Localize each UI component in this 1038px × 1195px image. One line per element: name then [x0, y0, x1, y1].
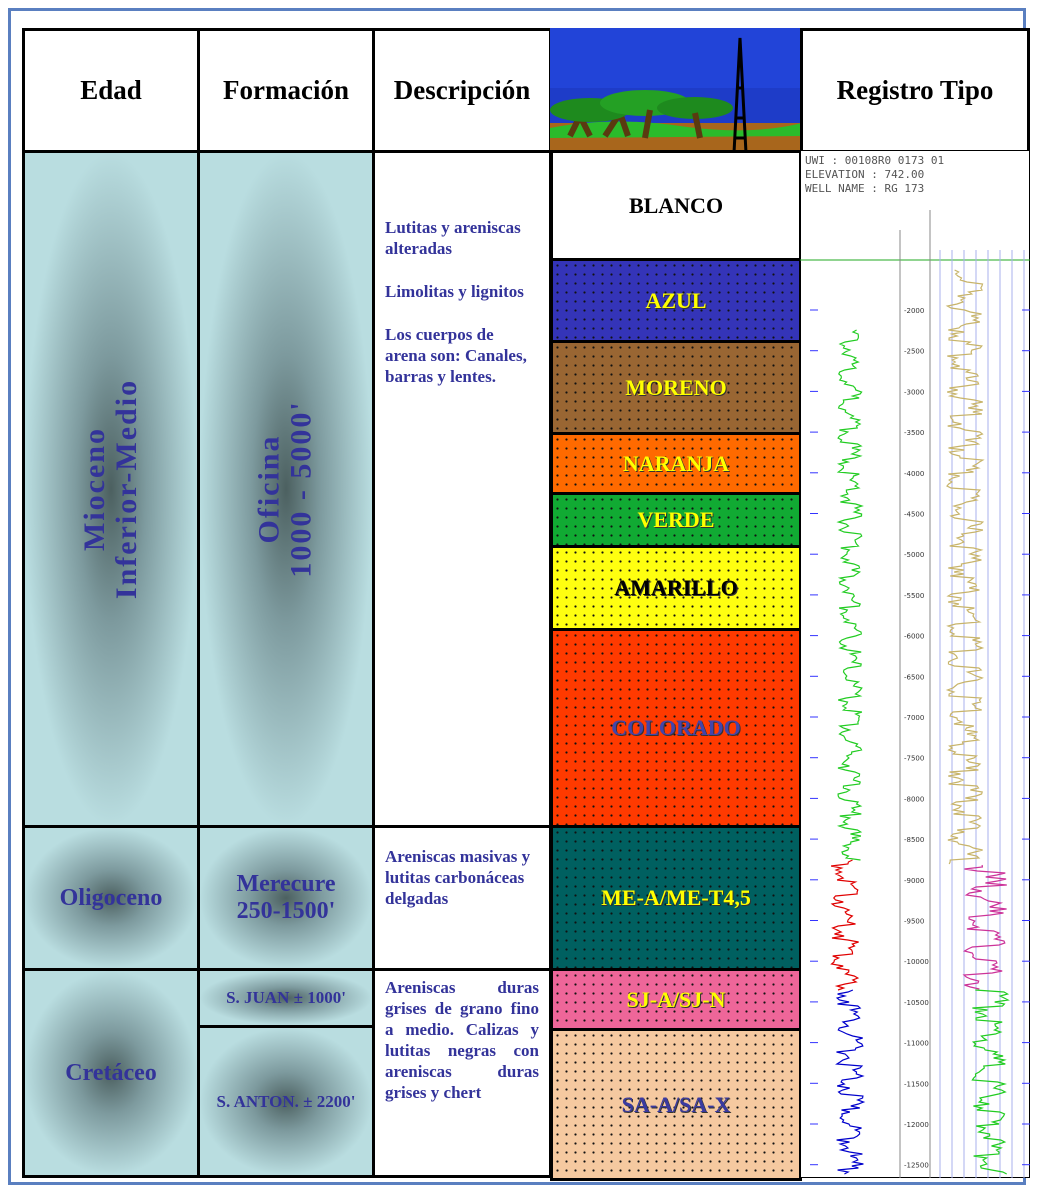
- depth-label: -4500: [904, 511, 924, 519]
- log-curve: [835, 989, 866, 1175]
- header-formation: Formación: [197, 28, 375, 153]
- formation-cell: Oficina 1000 - 5000': [197, 150, 375, 828]
- header-description: Descripción: [372, 28, 552, 153]
- description-cell: Areniscas masivas y lutitas carbonáceas …: [372, 825, 552, 971]
- formation-cell: Merecure 250-1500': [197, 825, 375, 971]
- depth-label: -6500: [904, 673, 924, 681]
- depth-label: -3000: [904, 388, 924, 396]
- description-text: Areniscas duras grises de grano fino a m…: [385, 978, 539, 1102]
- unit: NARANJA: [550, 432, 802, 495]
- depth-label: -9500: [904, 918, 924, 926]
- description-text: Areniscas masivas y lutitas carbonáceas …: [385, 847, 531, 908]
- description-text: Lutitas y areniscas alteradas: [385, 218, 521, 258]
- description-cell: Areniscas duras grises de grano fino a m…: [372, 968, 552, 1178]
- age-label: Mioceno: [78, 427, 112, 551]
- formation-label: Merecure: [236, 871, 336, 897]
- header-log: Registro Tipo: [800, 28, 1030, 153]
- description-text: Limolitas y lignitos: [385, 282, 524, 301]
- unit: AMARILLO: [550, 545, 802, 631]
- unit: SA-A/SA-X: [550, 1028, 802, 1181]
- depth-label: -11500: [904, 1080, 929, 1088]
- age-cell: Oligoceno: [22, 825, 200, 971]
- depth-label: -3500: [904, 429, 924, 437]
- log-curve: [830, 859, 860, 991]
- depth-label: -8000: [904, 795, 924, 803]
- depth-label: -4000: [904, 470, 924, 478]
- age-cell: Mioceno Inferior-Medio: [22, 150, 200, 828]
- unit: ME-A/ME-T4,5: [550, 825, 802, 971]
- depth-label: -7000: [904, 714, 924, 722]
- depth-label: -10000: [904, 958, 929, 966]
- depth-label: -5500: [904, 592, 924, 600]
- log-curve: [971, 989, 1010, 1175]
- description-cell: Lutitas y areniscas alteradas Limolitas …: [372, 150, 552, 828]
- formation-cell: S. ANTON. ± 2200': [197, 1025, 375, 1178]
- log-curve: [836, 329, 864, 861]
- formation-cell: S. JUAN ± 1000': [197, 968, 375, 1028]
- log-header: UWI : 00108R0 0173 01: [805, 154, 944, 167]
- age-label: Cretáceo: [65, 1059, 157, 1086]
- log-header: WELL NAME : RG 173: [805, 182, 924, 195]
- log-header: ELEVATION : 742.00: [805, 168, 924, 181]
- depth-label: -12500: [904, 1162, 929, 1170]
- depth-label: -5000: [904, 551, 924, 559]
- formation-label: S. JUAN ± 1000': [226, 988, 346, 1007]
- depth-label: -11000: [904, 1040, 929, 1048]
- landscape: [550, 28, 802, 153]
- depth-label: -12000: [904, 1121, 929, 1129]
- unit: VERDE: [550, 492, 802, 548]
- formation-label: 250-1500': [236, 898, 336, 924]
- age-cell: Cretáceo: [22, 968, 200, 1178]
- description-text: Los cuerpos de arena son: Canales, barra…: [385, 325, 527, 386]
- unit: AZUL: [550, 258, 802, 343]
- age-label: Oligoceno: [59, 884, 163, 911]
- unit: COLORADO: [550, 628, 802, 828]
- depth-label: -2500: [904, 348, 924, 356]
- unit: SJ-A/SJ-N: [550, 968, 802, 1031]
- depth-label: -2000: [904, 307, 924, 315]
- formation-label: 1000 - 5000': [285, 400, 319, 578]
- depth-label: -6000: [904, 633, 924, 641]
- log-curve: [962, 864, 1007, 990]
- header-age: Edad: [22, 28, 200, 153]
- unit: BLANCO: [550, 150, 802, 261]
- depth-label: -8500: [904, 836, 924, 844]
- age-label: Inferior-Medio: [110, 378, 144, 600]
- depth-label: -9000: [904, 877, 924, 885]
- unit: MORENO: [550, 340, 802, 435]
- formation-label: Oficina: [253, 434, 287, 544]
- depth-label: -7500: [904, 755, 924, 763]
- formation-label: S. ANTON. ± 2200': [216, 1091, 356, 1111]
- depth-label: -10500: [904, 999, 929, 1007]
- log-curve: [945, 269, 985, 865]
